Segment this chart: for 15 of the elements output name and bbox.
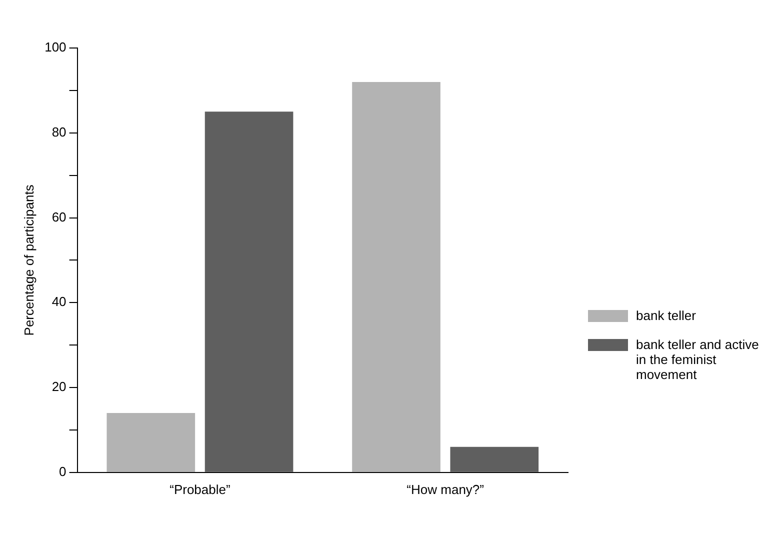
y-tick-label: 0 [59, 464, 66, 479]
y-tick-label: 80 [52, 124, 66, 140]
legend-label: bank teller [636, 308, 696, 323]
y-tick-label: 60 [52, 209, 66, 224]
y-tick-label: 40 [52, 294, 66, 310]
y-tick-label: 20 [52, 379, 66, 394]
legend-label: bank teller and active in the feminist movement [636, 337, 760, 382]
y-tick-label: 100 [44, 40, 66, 55]
x-tick-label: “How many?” [406, 482, 484, 497]
y-axis-title: Percentage of participants [21, 184, 36, 336]
bar [204, 112, 294, 472]
x-tick-label: “Probable” [170, 482, 230, 497]
bar [106, 412, 196, 472]
bar [352, 82, 440, 472]
bar [450, 446, 539, 472]
